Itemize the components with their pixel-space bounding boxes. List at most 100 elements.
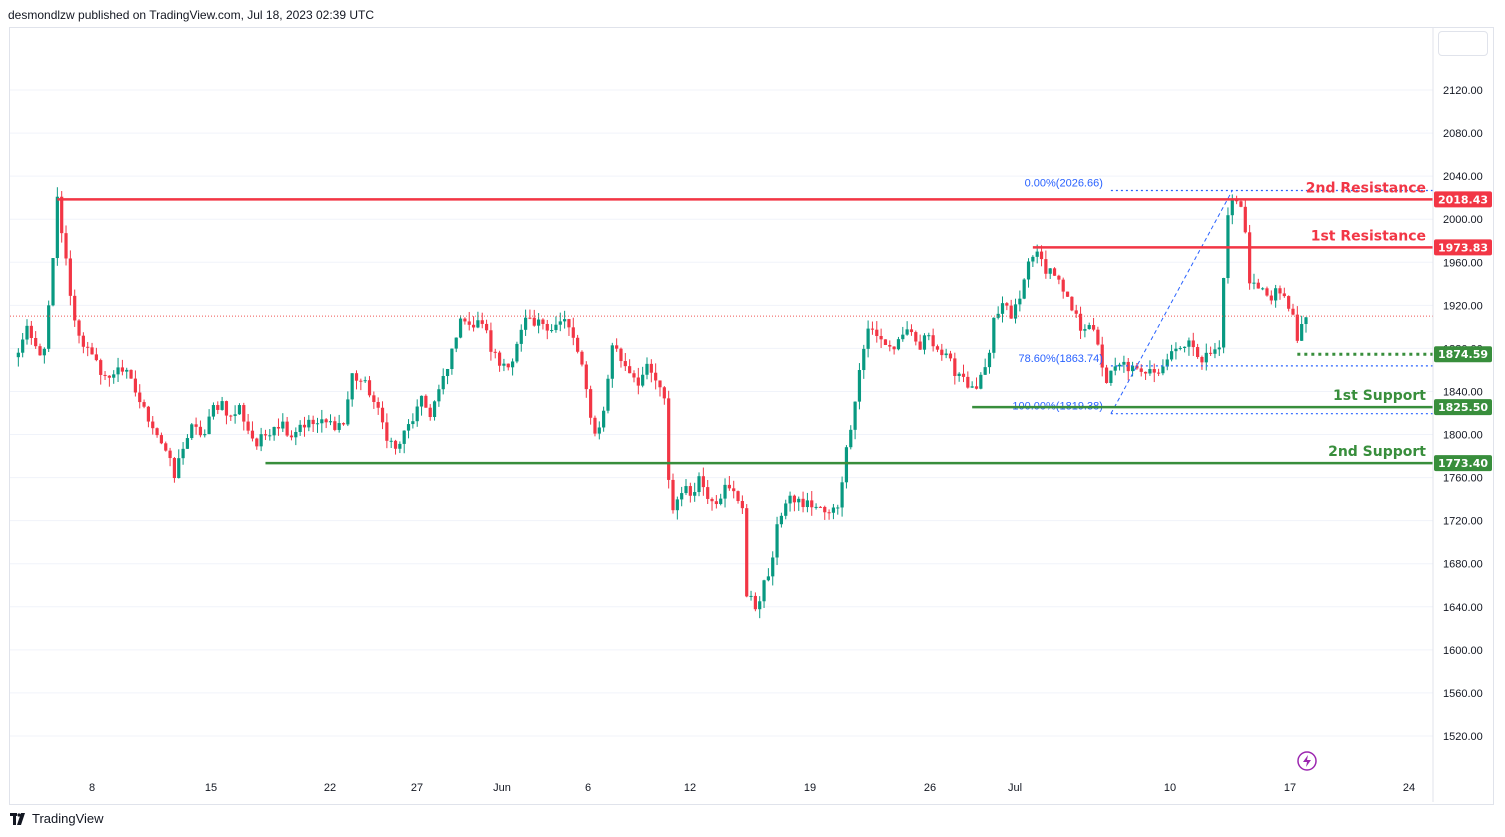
candle-body — [402, 430, 406, 444]
candle-body — [888, 345, 892, 347]
candle-body — [970, 386, 974, 388]
candle-body — [220, 401, 224, 410]
candle-body — [983, 367, 987, 375]
level-title: 1st Support — [1333, 388, 1426, 404]
candle-body — [736, 491, 740, 502]
candle-body — [55, 196, 59, 259]
candle-body — [1096, 329, 1100, 345]
candle-body — [116, 367, 120, 375]
candle-body — [810, 500, 814, 508]
candle-body — [307, 419, 311, 428]
level-title: 1st Resistance — [1311, 228, 1426, 244]
candle-body — [727, 484, 731, 489]
candle-body — [237, 405, 242, 415]
price-badge — [1434, 239, 1492, 256]
chart-frame[interactable] — [9, 27, 1494, 805]
candle-body — [497, 352, 502, 366]
x-tick-label: 22 — [324, 782, 336, 794]
candle-body — [537, 319, 541, 326]
candle-body — [831, 507, 836, 513]
candle-body — [688, 486, 692, 496]
candle-body — [1044, 259, 1048, 274]
candle-body — [1248, 232, 1252, 284]
candle-body — [90, 347, 94, 355]
candle-body — [1031, 256, 1035, 262]
candle-body — [120, 367, 124, 372]
scale-toggle-button[interactable] — [1438, 31, 1488, 56]
candle-body — [1174, 348, 1178, 352]
tradingview-logo[interactable]: TradingView — [10, 811, 104, 826]
candle-body — [957, 373, 961, 376]
candle-body — [320, 419, 324, 424]
candle-body — [710, 498, 714, 502]
candle-body — [1304, 317, 1308, 325]
candle-body — [207, 416, 211, 435]
grid-lines — [10, 89, 1433, 737]
candle-body — [1022, 279, 1026, 299]
y-tick-label: 2040.00 — [1443, 171, 1483, 183]
candle-body — [645, 363, 649, 375]
candle-body — [779, 515, 783, 525]
candle-body — [94, 354, 98, 361]
candle-body — [354, 373, 359, 381]
candle-body — [1165, 359, 1169, 367]
candle-body — [424, 395, 428, 408]
candle-body — [671, 479, 675, 511]
candle-body — [844, 447, 849, 483]
x-tick-label: 10 — [1164, 782, 1176, 794]
candle-body — [1035, 251, 1039, 257]
candle-body — [1295, 314, 1299, 341]
candle-body — [775, 524, 779, 558]
candle-body — [1187, 340, 1191, 347]
price-badge — [1434, 346, 1492, 363]
candle-body — [376, 401, 380, 408]
candle-body — [693, 492, 697, 496]
candle-body — [905, 329, 909, 335]
candle-body — [649, 363, 653, 373]
candle-body — [432, 401, 437, 418]
candle-body — [289, 435, 294, 438]
candle-body — [862, 348, 866, 371]
candle-body — [927, 335, 931, 337]
candle-body — [879, 335, 883, 340]
candle-body — [1087, 325, 1091, 330]
candle-body — [766, 576, 770, 581]
candle-body — [1269, 295, 1273, 301]
candle-body — [337, 423, 341, 430]
candle-body — [502, 363, 506, 366]
candle-body — [580, 351, 584, 365]
price-badge-label: 1773.40 — [1438, 457, 1488, 470]
candle-body — [1252, 282, 1256, 284]
candle-body — [1117, 364, 1122, 367]
candle-body — [155, 428, 159, 436]
candle-body — [849, 429, 853, 448]
y-tick-label: 1720.00 — [1443, 516, 1483, 528]
candle-body — [47, 305, 51, 349]
candle-body — [42, 348, 46, 356]
x-tick-label: 15 — [205, 782, 217, 794]
candle-body — [762, 580, 766, 602]
candle-body — [190, 424, 194, 439]
candle-body — [437, 389, 441, 402]
candle-body — [1005, 303, 1009, 306]
y-tick-label: 1960.00 — [1443, 257, 1483, 269]
candle-body — [263, 434, 268, 436]
x-tick-label: 27 — [411, 782, 423, 794]
candle-body — [658, 380, 662, 388]
price-badge — [1434, 399, 1492, 416]
candle-body — [1156, 372, 1161, 374]
candle-body — [563, 319, 567, 322]
candle-body — [1122, 361, 1126, 365]
candle-body — [224, 401, 229, 416]
candle-body — [1169, 351, 1174, 360]
candle-body — [1065, 291, 1070, 297]
candle-body — [883, 339, 888, 346]
candle-body — [974, 386, 979, 389]
y-tick-label: 1680.00 — [1443, 559, 1483, 571]
candle-body — [1057, 275, 1061, 280]
candle-body — [632, 373, 636, 378]
candle-body — [823, 506, 827, 513]
candle-body — [398, 443, 402, 449]
candle-body — [1204, 352, 1208, 363]
